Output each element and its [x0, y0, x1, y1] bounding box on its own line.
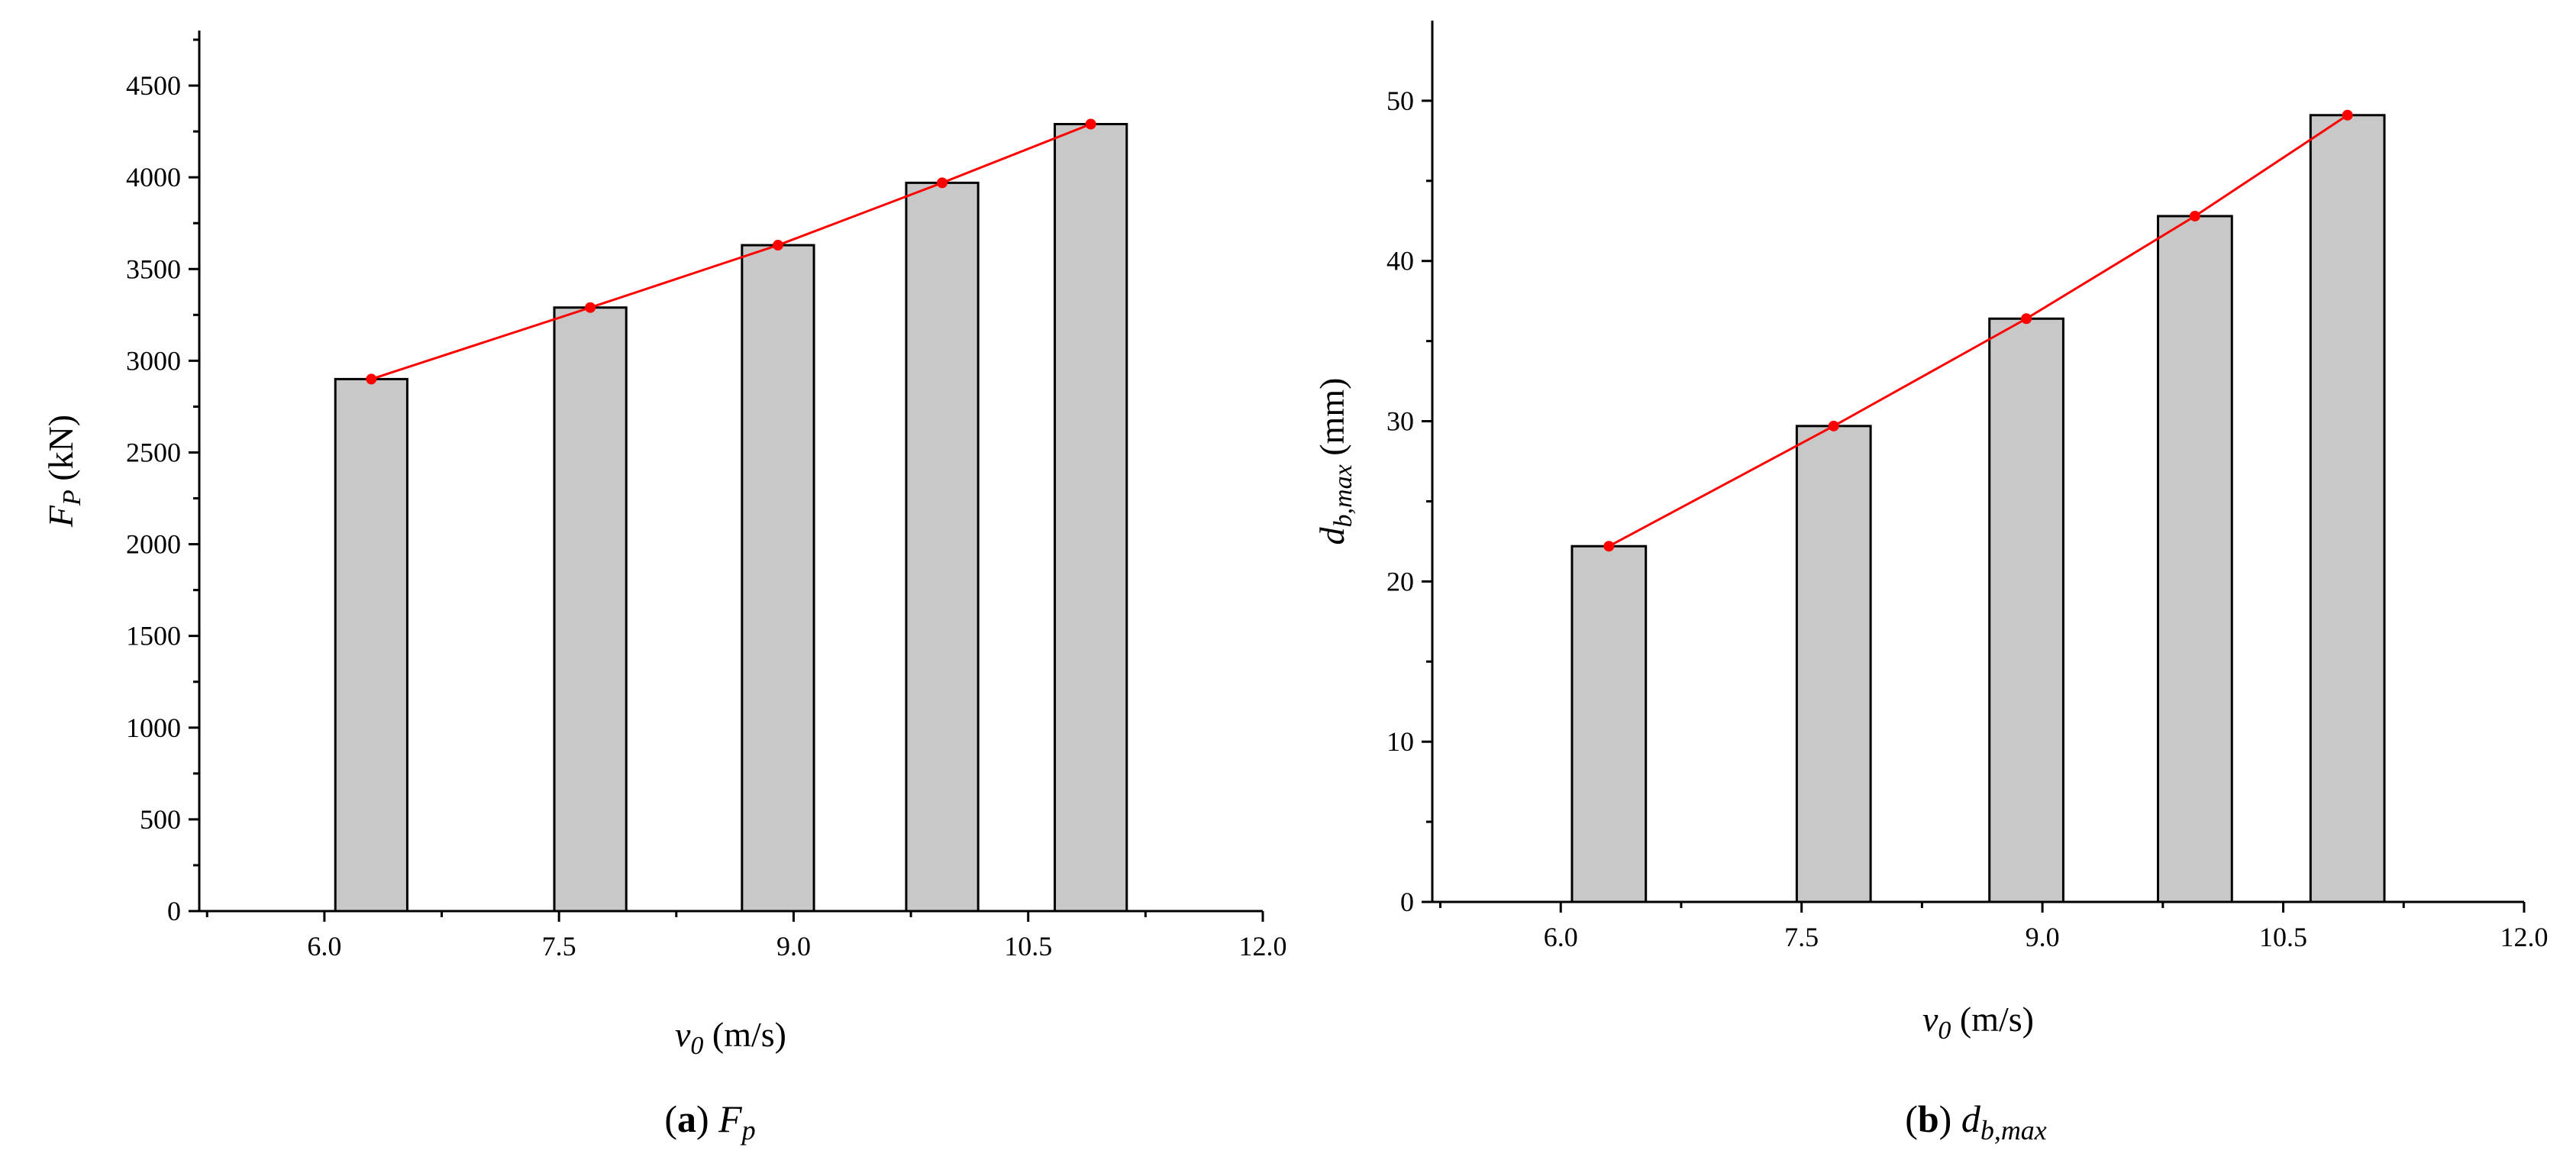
trend-point-2	[772, 240, 783, 251]
bar-1	[1795, 425, 1872, 903]
trend-point-1	[1828, 420, 1839, 431]
y-axis-label: db,max (mm)	[1312, 378, 1357, 545]
bar-1	[553, 306, 628, 913]
trend-point-1	[585, 302, 596, 313]
bar-3	[905, 181, 980, 913]
y-tick-label-1: 10	[1386, 726, 1414, 757]
x-axis-label: v0 (m/s)	[1922, 1000, 2034, 1045]
x-tick-label-3: 10.5	[2259, 922, 2307, 952]
y-tick-label-4: 2000	[126, 529, 181, 560]
y-tick-label-6: 3000	[126, 345, 181, 376]
y-tick-label-3: 1500	[126, 621, 181, 651]
y-tick-label-7: 3500	[126, 254, 181, 284]
x-tick-label-2: 9.0	[2026, 922, 2060, 952]
trend-point-4	[1085, 118, 1096, 130]
caption-b: (b) db,max	[1905, 1097, 2047, 1146]
trend-point-0	[366, 373, 377, 385]
y-tick-label-8: 4000	[126, 162, 181, 192]
trend-point-2	[2021, 313, 2032, 325]
x-tick-label-2: 9.0	[776, 931, 811, 961]
x-tick-label-4: 12.0	[2500, 922, 2549, 952]
y-tick-label-4: 40	[1386, 246, 1414, 276]
y-tick-label-9: 4500	[126, 70, 181, 101]
x-tick-label-1: 7.5	[542, 931, 576, 961]
y-axis-label: FP (kN)	[41, 415, 86, 528]
chart-b-max-displacement: 0 10 20 30 40 50 6.0 7.5 9.0 10.5 12.0 v0 (m/s) db,m…	[1312, 21, 2549, 1045]
caption-a: (a) Fp	[664, 1097, 755, 1146]
trend-point-4	[2342, 109, 2353, 121]
x-axis-label: v0 (m/s)	[675, 1015, 786, 1060]
trend-line	[1608, 114, 2348, 548]
y-tick-label-5: 2500	[126, 437, 181, 467]
bar-4	[2309, 114, 2386, 903]
x-tick-label-4: 12.0	[1239, 931, 1287, 961]
trend-point-0	[1603, 541, 1615, 552]
bar-0	[1570, 545, 1648, 903]
bar-0	[334, 377, 408, 913]
chart-a-peak-force: 0 500 1000 1500 2000 2500 3000 3500 4000 4500 6.0 7…	[41, 31, 1287, 1060]
x-tick-label-1: 7.5	[1784, 922, 1819, 952]
y-tick-label-5: 50	[1386, 86, 1414, 116]
bar-4	[1054, 123, 1128, 913]
bar-3	[2157, 215, 2233, 903]
y-tick-label-0: 0	[1400, 887, 1414, 917]
x-tick-label-0: 6.0	[1544, 922, 1578, 952]
x-tick-label-3: 10.5	[1004, 931, 1052, 961]
bar-2	[741, 244, 815, 913]
trend-point-3	[937, 177, 948, 189]
y-tick-label-2: 1000	[126, 713, 181, 743]
y-tick-label-2: 20	[1386, 566, 1414, 596]
bar-2	[1988, 317, 2064, 903]
trend-point-3	[2189, 210, 2200, 221]
trend-line	[370, 123, 1092, 380]
x-tick-label-0: 6.0	[307, 931, 341, 961]
y-tick-label-3: 30	[1386, 406, 1414, 437]
y-tick-label-1: 500	[140, 804, 181, 835]
y-tick-label-0: 0	[167, 896, 181, 926]
